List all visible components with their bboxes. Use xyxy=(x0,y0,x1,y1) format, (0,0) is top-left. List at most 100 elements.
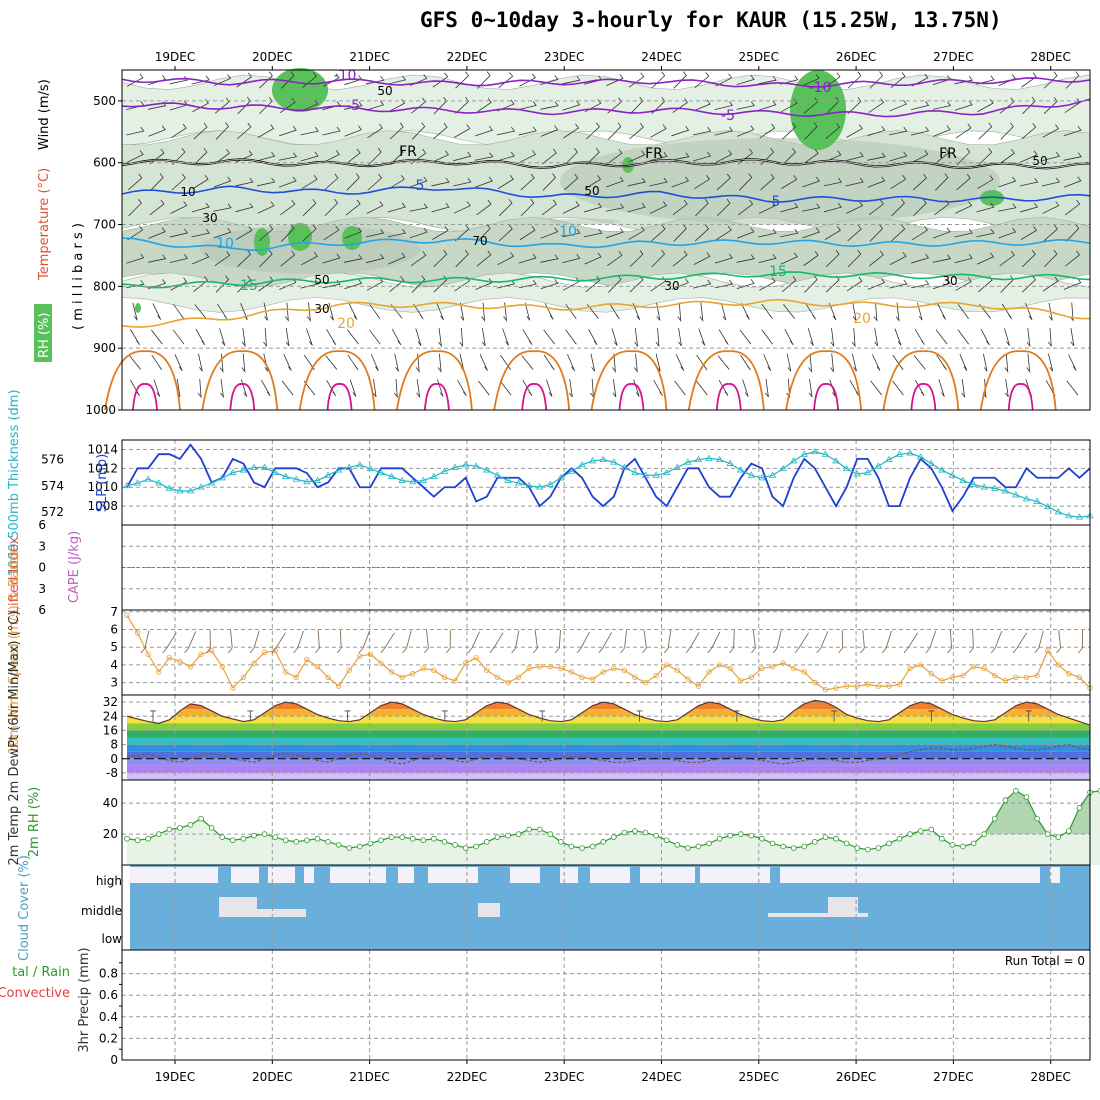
wind-barb xyxy=(413,303,424,320)
rh-point xyxy=(251,832,257,839)
wind-barb xyxy=(781,175,798,189)
temp-minmax-bar xyxy=(733,710,740,722)
wind-speed-point xyxy=(219,663,225,670)
wind-barb xyxy=(498,198,513,217)
wind-barb xyxy=(147,254,167,263)
wind-barb xyxy=(344,279,363,290)
wind-barb xyxy=(325,355,338,370)
wind-barb xyxy=(715,73,733,87)
wind-barb xyxy=(627,177,646,187)
wind-barb xyxy=(672,250,688,267)
wind-barb xyxy=(476,250,492,267)
thickness-point xyxy=(969,480,978,487)
wind-barb xyxy=(692,126,712,136)
wind-barb xyxy=(431,202,450,213)
contour-label: 5 xyxy=(772,194,781,210)
y-tick-label: 700 xyxy=(93,218,116,232)
wind-barb xyxy=(980,328,990,346)
wind-barb xyxy=(369,303,381,320)
wind-barb xyxy=(852,302,857,321)
contour-label: 10 xyxy=(216,236,234,252)
wind-barb xyxy=(714,253,733,264)
temperature-contour-25 xyxy=(493,350,571,411)
wind-barb xyxy=(633,353,638,373)
wind-barb xyxy=(540,227,559,239)
wind-speed-point xyxy=(251,660,257,666)
wind-speed-point xyxy=(335,683,342,689)
wind-barb xyxy=(132,302,138,321)
rh-point xyxy=(790,845,797,851)
wind-barb xyxy=(910,126,930,136)
wind-barb xyxy=(358,631,370,654)
wind-barb xyxy=(632,302,641,321)
rh-point xyxy=(685,845,691,851)
wind-barb xyxy=(259,249,273,268)
wind-barb xyxy=(955,201,973,214)
rh-high-blob xyxy=(288,223,312,251)
wind-speed-point xyxy=(780,660,786,666)
contour-label: -5 xyxy=(346,98,360,114)
cloud-gap xyxy=(860,867,880,883)
thickness-point xyxy=(514,479,523,486)
thickness-point xyxy=(610,458,618,465)
thickness-point xyxy=(906,449,914,456)
rh-point xyxy=(473,843,480,850)
wind-barb xyxy=(804,122,818,140)
temp-minmax-bar xyxy=(441,710,448,722)
wind-barb xyxy=(306,328,313,346)
wind-barb xyxy=(475,176,493,188)
wind-barb xyxy=(892,380,904,396)
wind-barb xyxy=(695,198,709,217)
slp-tick-label: 1010 xyxy=(87,480,118,494)
wind-barb xyxy=(786,353,792,372)
wind-barb xyxy=(1047,327,1052,348)
wind-barb xyxy=(540,125,559,137)
wind-speed-point xyxy=(388,669,395,675)
cape-axis-label: CAPE (J/kg) xyxy=(67,531,82,603)
wind-speed-point xyxy=(1023,674,1030,680)
wind-barb xyxy=(758,201,776,214)
wind-barb xyxy=(213,227,232,239)
wind-barb xyxy=(608,122,622,140)
wind-barb xyxy=(301,252,318,266)
wind-speed-point xyxy=(346,667,352,673)
thickness-point xyxy=(747,471,756,478)
wind-barb xyxy=(868,98,885,113)
cloud-gap xyxy=(960,867,1040,883)
wind-barb xyxy=(847,71,862,89)
thickness-point xyxy=(239,466,248,473)
wind-barb xyxy=(1043,249,1058,268)
wind-barb xyxy=(1020,202,1039,213)
rh2m-axis-label-text: 2m RH (%) xyxy=(27,787,42,858)
wind-barb xyxy=(823,202,842,213)
wind-speed-point xyxy=(431,667,437,673)
pressure-ylabel: ( m i l l i b a r s ) xyxy=(71,223,86,330)
temperature-contour-25 xyxy=(396,350,473,411)
thickness-point xyxy=(874,462,883,469)
wind-barb xyxy=(541,199,557,216)
lifted-index-axis-label-text: Lifted Index xyxy=(7,536,22,613)
thickness-point xyxy=(525,481,533,489)
wind-speed-point xyxy=(865,681,871,688)
wind-barb xyxy=(976,252,995,265)
wind-barb xyxy=(606,74,624,86)
cloud-gap xyxy=(428,867,478,883)
wind-barb xyxy=(387,75,407,85)
wind-speed-point xyxy=(515,674,522,680)
wind-speed-point xyxy=(759,665,765,672)
wind-speed-point xyxy=(283,669,289,675)
wind-speed-point xyxy=(378,660,384,666)
temp-minmax-bar xyxy=(831,710,838,722)
rh-shade-core xyxy=(560,138,1000,225)
slp-axis-label: SLP (mb) xyxy=(95,454,110,513)
wind-barb xyxy=(542,173,556,191)
wind-barb xyxy=(782,147,796,166)
rh-point xyxy=(272,834,278,840)
wind-speed-point xyxy=(526,665,532,672)
temp-band xyxy=(127,716,1090,724)
wind-barb xyxy=(1063,126,1082,137)
temperature-contour xyxy=(121,98,1091,118)
wind-speed-point xyxy=(230,685,236,691)
wind-barb xyxy=(653,379,664,397)
wind-barb xyxy=(323,73,340,87)
